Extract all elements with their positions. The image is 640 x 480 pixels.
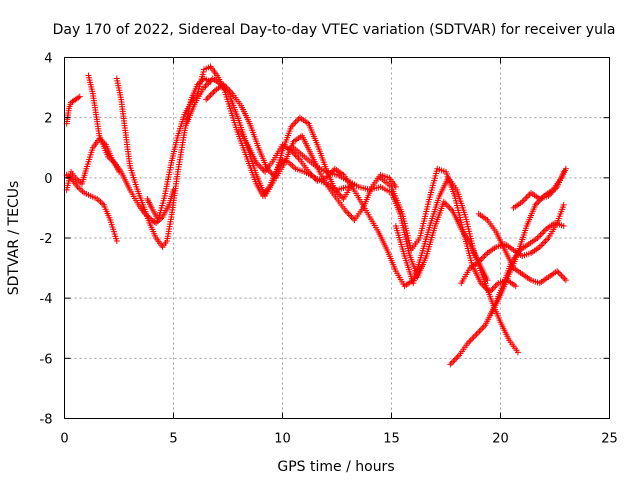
data-point [560, 201, 567, 208]
y-tick-label: 4 [44, 52, 52, 67]
data-point [75, 94, 82, 101]
data-point [113, 238, 120, 245]
y-tick-label: -2 [40, 232, 53, 247]
series-track-14 [458, 201, 567, 287]
data-point [512, 283, 519, 290]
y-tick-label: -6 [40, 352, 53, 367]
data-point [151, 218, 158, 225]
data-point [560, 222, 567, 229]
data-point [66, 173, 73, 180]
series-track-17 [510, 168, 567, 211]
data-point [562, 277, 569, 284]
data-point [76, 93, 83, 100]
series-track-4 [85, 72, 177, 226]
x-tick-label: 5 [169, 432, 177, 447]
axis-ticks: 0 5 10 15 20 25 -8 -6 -4 -2 0 2 4 [40, 52, 618, 447]
series-track-3 [63, 171, 120, 245]
y-axis-label: SDTVAR / TECUs [6, 181, 22, 296]
x-tick-label: 25 [601, 432, 618, 447]
series-track-10 [290, 144, 491, 284]
y-tick-label: 2 [44, 112, 52, 127]
x-tick-label: 20 [492, 432, 509, 447]
x-tick-label: 15 [383, 432, 400, 447]
y-tick-label: -8 [40, 413, 53, 428]
x-tick-label: 0 [60, 432, 68, 447]
data-point [514, 349, 521, 356]
x-axis-label: GPS time / hours [277, 459, 394, 475]
data-point [562, 165, 569, 172]
x-tick-label: 10 [274, 432, 291, 447]
y-tick-label: -4 [40, 292, 53, 307]
chart-title: Day 170 of 2022, Sidereal Day-to-day VTE… [53, 22, 616, 38]
data-point [484, 277, 491, 284]
data-points [63, 63, 569, 368]
y-tick-label: 0 [44, 172, 52, 187]
data-point [560, 168, 567, 175]
